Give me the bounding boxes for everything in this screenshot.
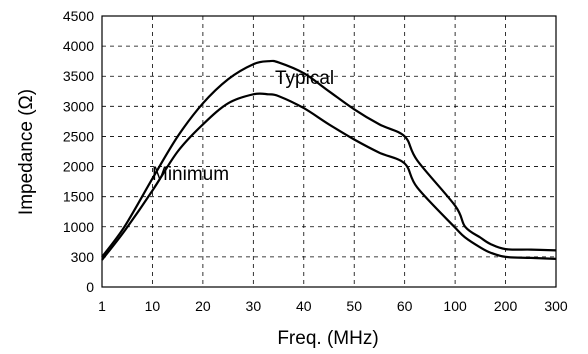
plot-frame xyxy=(101,15,557,288)
x-tick-label: 100 xyxy=(443,298,467,314)
tick-labels: 1 10 20 30 40 50 60 100 200 300030010001500200025… xyxy=(63,8,568,314)
x-tick-label: 40 xyxy=(296,298,312,314)
curves xyxy=(101,59,557,261)
x-tick-label: 200 xyxy=(494,298,518,314)
x-tick-label: 60 xyxy=(397,298,413,314)
y-tick-label: 2000 xyxy=(63,159,94,175)
x-tick-label: 50 xyxy=(346,298,362,314)
y-tick-label: 4500 xyxy=(63,8,94,24)
series-line-typical xyxy=(101,59,557,258)
x-axis-label: Freq. (MHz) xyxy=(277,328,378,349)
x-tick-label: 300 xyxy=(544,298,568,314)
series-label-typical: Typical xyxy=(275,68,334,89)
x-tick-label: 1 xyxy=(98,298,106,314)
series-label-minimum: Minimum xyxy=(152,164,229,185)
y-axis-label: Impedance (Ω) xyxy=(16,89,37,215)
x-tick-label: 30 xyxy=(246,298,262,314)
y-tick-label: 1500 xyxy=(63,189,94,205)
y-tick-label: 0 xyxy=(86,279,94,295)
y-tick-label: 1000 xyxy=(63,219,94,235)
y-tick-label: 2500 xyxy=(63,128,94,144)
series-line-minimum xyxy=(101,92,557,261)
y-tick-label: 300 xyxy=(71,249,95,265)
y-tick-label: 3500 xyxy=(63,68,94,84)
x-tick-label: 10 xyxy=(145,298,161,314)
x-tick-label: 20 xyxy=(195,298,211,314)
y-tick-label: 4000 xyxy=(63,38,94,54)
y-tick-label: 3000 xyxy=(63,98,94,114)
grid-lines xyxy=(102,16,556,287)
